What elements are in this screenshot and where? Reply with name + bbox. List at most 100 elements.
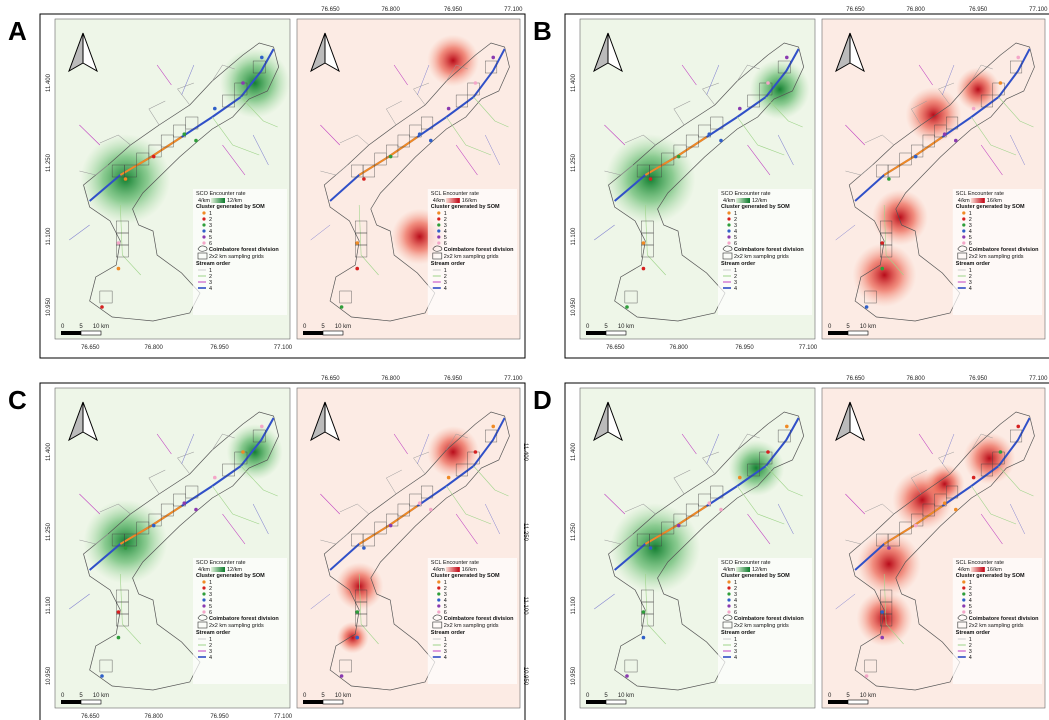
legend-item: 6: [209, 610, 212, 616]
latitude-label: 11.250: [571, 522, 577, 541]
legend-item: 5: [734, 604, 737, 610]
scale-bar: [61, 331, 81, 335]
scale-bar: [80, 330, 102, 336]
scale-label: 10 km: [860, 693, 876, 699]
legend-item: 5: [969, 235, 972, 241]
scale-label: 10 km: [93, 693, 109, 699]
legend-title: Stream order: [721, 630, 756, 636]
color-ramp: [211, 198, 225, 203]
cluster-point: [676, 154, 681, 159]
legend-dot: [437, 598, 441, 602]
legend-item: 3: [209, 649, 212, 655]
legend-dot: [962, 580, 966, 584]
cluster-point: [676, 523, 681, 528]
cluster-point: [473, 81, 478, 85]
legend-item: Coimbatore forest division: [209, 247, 279, 253]
cluster-point: [429, 507, 433, 512]
cluster-point: [998, 450, 1003, 454]
cluster-point: [971, 106, 976, 111]
legend-item: 2x2 km sampling grids: [209, 254, 264, 260]
cluster-point: [388, 523, 393, 528]
legend-boundary-icon: [197, 614, 208, 621]
longitude-label: 77.100: [799, 345, 818, 351]
legend-item: 2x2 km sampling grids: [969, 623, 1024, 629]
legend-low: 4/km: [198, 567, 210, 573]
longitude-label: 76.800: [381, 376, 400, 382]
legend-item: 4: [734, 286, 737, 292]
cluster-point: [446, 106, 451, 111]
legend-item: 2: [444, 217, 447, 223]
legend-boundary-icon: [432, 245, 443, 252]
legend-item: 2: [969, 217, 972, 223]
latitude-label: 11.100: [46, 596, 52, 615]
cluster-point: [100, 305, 104, 309]
legend-item: 1: [444, 580, 447, 586]
cluster-point: [362, 546, 366, 550]
legend-dot: [437, 241, 441, 245]
legend-item: 2x2 km sampling grids: [444, 254, 499, 260]
legend-item: 2x2 km sampling grids: [209, 623, 264, 629]
legend-item: 3: [969, 223, 972, 229]
panel-label: A: [8, 16, 27, 46]
north-arrow: [324, 32, 340, 73]
legend-dot: [727, 610, 731, 614]
scale-bar: [847, 699, 869, 705]
legend-item: 5: [969, 604, 972, 610]
scale-label: 10 km: [618, 324, 634, 330]
cluster-point: [123, 177, 128, 181]
legend-dot: [962, 211, 966, 215]
legend-dot: [962, 586, 966, 590]
latitude-label: 11.250: [46, 522, 52, 541]
legend-item: 2: [969, 586, 972, 592]
legend-item: 1: [969, 211, 972, 217]
cluster-point: [880, 241, 885, 245]
cluster-point: [260, 424, 264, 429]
cluster-point: [648, 177, 653, 181]
legend-grid-icon: [432, 621, 443, 629]
cluster-point: [785, 55, 789, 60]
legend-item: 1: [209, 211, 212, 217]
scale-label: 0: [828, 693, 832, 699]
legend-dot: [202, 580, 206, 584]
cluster-point: [151, 523, 156, 528]
legend-item: Coimbatore forest division: [734, 247, 804, 253]
heat-spot: [336, 621, 369, 654]
legend-item: 6: [444, 610, 447, 616]
legend-dot: [962, 604, 966, 608]
longitude-label: 76.650: [81, 714, 100, 720]
legend-item: 1: [209, 580, 212, 586]
legend-boundary-icon: [197, 245, 208, 252]
legend-dot: [202, 586, 206, 590]
north-arrow: [607, 401, 623, 442]
scale-label: 0: [586, 693, 590, 699]
legend-title: SCL Encounter rate: [431, 191, 479, 197]
legend-item: 2: [209, 586, 212, 592]
legend-item: 3: [209, 223, 212, 229]
cluster-point: [116, 266, 121, 271]
legend-box: [193, 189, 287, 315]
legend-high: 12/km: [227, 198, 242, 204]
cluster-point: [116, 241, 121, 245]
legend-item: 1: [734, 211, 737, 217]
legend-low: 4/km: [958, 567, 970, 573]
longitude-label: 76.650: [321, 376, 340, 382]
scale-bar: [61, 700, 81, 704]
scale-bar: [303, 331, 323, 335]
cluster-point: [641, 241, 646, 245]
legend-boundary-icon: [957, 614, 968, 621]
legend-high: 12/km: [227, 567, 242, 573]
legend-title: Stream order: [196, 630, 231, 636]
cluster-point: [355, 266, 360, 271]
legend-item: 3: [734, 223, 737, 229]
legend-item: 2: [444, 643, 447, 649]
legend-box: [952, 189, 1042, 315]
legend-item: 3: [969, 649, 972, 655]
color-ramp: [736, 198, 750, 203]
cluster-point: [625, 674, 629, 678]
legend-item: Coimbatore forest division: [969, 616, 1039, 622]
